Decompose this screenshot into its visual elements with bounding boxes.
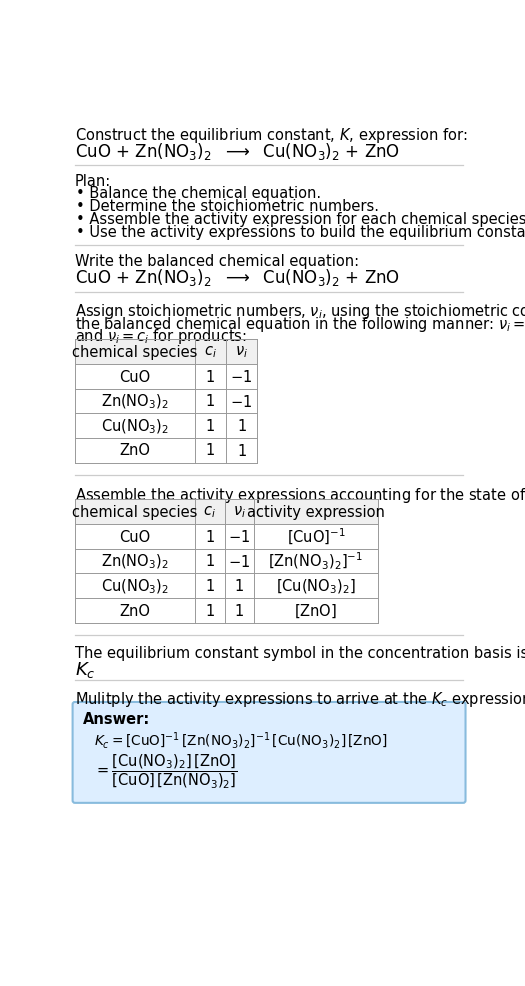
- Text: 1: 1: [205, 579, 214, 594]
- Text: 1: 1: [205, 529, 214, 544]
- Text: $\nu_i$: $\nu_i$: [233, 505, 246, 521]
- Text: 1: 1: [206, 394, 215, 409]
- Text: Zn(NO$_3$)$_2$: Zn(NO$_3$)$_2$: [101, 552, 169, 571]
- Text: $c_i$: $c_i$: [204, 344, 217, 360]
- Text: CuO + Zn(NO$_3$)$_2$  $\longrightarrow$  Cu(NO$_3$)$_2$ + ZnO: CuO + Zn(NO$_3$)$_2$ $\longrightarrow$ C…: [75, 141, 400, 163]
- Text: Cu(NO$_3$)$_2$: Cu(NO$_3$)$_2$: [101, 417, 169, 436]
- Text: $K_c$: $K_c$: [75, 660, 96, 679]
- Text: Cu(NO$_3$)$_2$: Cu(NO$_3$)$_2$: [101, 577, 169, 596]
- Text: Assemble the activity expressions accounting for the state of matter and $\nu_i$: Assemble the activity expressions accoun…: [75, 486, 525, 505]
- Text: $-1$: $-1$: [230, 393, 253, 409]
- Text: $[\mathrm{ZnO}]$: $[\mathrm{ZnO}]$: [295, 602, 338, 620]
- Text: 1: 1: [206, 419, 215, 434]
- Text: CuO: CuO: [119, 529, 151, 544]
- Text: Construct the equilibrium constant, $K$, expression for:: Construct the equilibrium constant, $K$,…: [75, 126, 468, 145]
- Text: $c_i$: $c_i$: [203, 505, 216, 521]
- Text: $1$: $1$: [234, 579, 244, 595]
- Text: $1$: $1$: [234, 603, 244, 619]
- Text: $-1$: $-1$: [228, 529, 250, 545]
- Text: $1$: $1$: [237, 418, 247, 434]
- Text: • Determine the stoichiometric numbers.: • Determine the stoichiometric numbers.: [77, 199, 380, 214]
- FancyBboxPatch shape: [72, 702, 466, 803]
- Text: The equilibrium constant symbol in the concentration basis is:: The equilibrium constant symbol in the c…: [75, 646, 525, 661]
- Text: ZnO: ZnO: [120, 444, 151, 458]
- Text: 1: 1: [205, 554, 214, 569]
- Text: $[\mathrm{CuO}]^{-1}$: $[\mathrm{CuO}]^{-1}$: [287, 528, 345, 547]
- Text: $K_c = [\mathrm{CuO}]^{-1}\,[\mathrm{Zn(NO_3)_2}]^{-1}\,[\mathrm{Cu(NO_3)_2}]\,[: $K_c = [\mathrm{CuO}]^{-1}\,[\mathrm{Zn(…: [94, 731, 388, 751]
- Text: • Use the activity expressions to build the equilibrium constant expression.: • Use the activity expressions to build …: [77, 226, 525, 241]
- Text: CuO + Zn(NO$_3$)$_2$  $\longrightarrow$  Cu(NO$_3$)$_2$ + ZnO: CuO + Zn(NO$_3$)$_2$ $\longrightarrow$ C…: [75, 267, 400, 288]
- Text: and $\nu_i = c_i$ for products:: and $\nu_i = c_i$ for products:: [75, 327, 247, 346]
- Text: activity expression: activity expression: [247, 505, 385, 520]
- Bar: [75, 339, 257, 364]
- Text: $[\mathrm{Zn(NO_3)_2}]^{-1}$: $[\mathrm{Zn(NO_3)_2}]^{-1}$: [268, 551, 363, 573]
- Text: Zn(NO$_3$)$_2$: Zn(NO$_3$)$_2$: [101, 392, 169, 411]
- Bar: [75, 500, 378, 525]
- Text: chemical species: chemical species: [72, 345, 198, 360]
- Text: $1$: $1$: [237, 443, 247, 458]
- Text: Assign stoichiometric numbers, $\nu_i$, using the stoichiometric coefficients, $: Assign stoichiometric numbers, $\nu_i$, …: [75, 303, 525, 321]
- Text: $-1$: $-1$: [228, 554, 250, 570]
- Text: $= \dfrac{[\mathrm{Cu(NO_3)_2}]\,[\mathrm{ZnO}]}{[\mathrm{CuO}]\,[\mathrm{Zn(NO_: $= \dfrac{[\mathrm{Cu(NO_3)_2}]\,[\mathr…: [94, 752, 238, 790]
- Text: Answer:: Answer:: [82, 712, 150, 727]
- Text: 1: 1: [205, 603, 214, 618]
- Text: $\nu_i$: $\nu_i$: [235, 344, 248, 360]
- Text: • Assemble the activity expression for each chemical species.: • Assemble the activity expression for e…: [77, 212, 525, 227]
- Text: Mulitply the activity expressions to arrive at the $K_c$ expression:: Mulitply the activity expressions to arr…: [75, 690, 525, 710]
- Text: chemical species: chemical species: [72, 505, 198, 520]
- Text: • Balance the chemical equation.: • Balance the chemical equation.: [77, 186, 322, 201]
- Text: Write the balanced chemical equation:: Write the balanced chemical equation:: [75, 253, 359, 269]
- Text: $-1$: $-1$: [230, 369, 253, 386]
- Text: Plan:: Plan:: [75, 174, 111, 188]
- Text: $[\mathrm{Cu(NO_3)_2}]$: $[\mathrm{Cu(NO_3)_2}]$: [276, 577, 356, 596]
- Text: the balanced chemical equation in the following manner: $\nu_i = -c_i$ for react: the balanced chemical equation in the fo…: [75, 315, 525, 333]
- Text: CuO: CuO: [119, 370, 151, 385]
- Text: ZnO: ZnO: [120, 603, 151, 618]
- Text: 1: 1: [206, 444, 215, 458]
- Text: 1: 1: [206, 370, 215, 385]
